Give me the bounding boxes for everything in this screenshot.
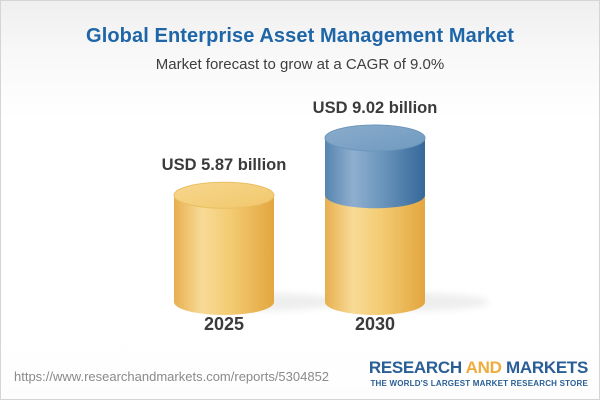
cylinder-gold-2025 [174,195,274,315]
cylinder-blue-2030 [325,138,425,209]
chart-header: Global Enterprise Asset Management Marke… [1,1,599,73]
cylinder-gold-2030 [325,195,425,315]
cylinder-top-ellipse [173,181,275,209]
report-url: https://www.researchandmarkets.com/repor… [14,369,330,384]
bar-category-label: 2025 [203,314,245,334]
chart-title: Global Enterprise Asset Management Marke… [86,25,514,47]
bar-category-label: 2030 [354,314,396,334]
logo-wordmark: RESEARCH AND MARKETS [369,359,588,376]
logo-tagline: THE WORLD'S LARGEST MARKET RESEARCH STOR… [370,379,588,388]
logo-word-and: AND [465,358,502,377]
bar-value-label: USD 5.87 billion [161,156,287,175]
cylinder-top-ellipse [324,124,426,152]
bar-value-label: USD 9.02 billion [312,99,438,117]
logo-word-research: RESEARCH [368,358,462,377]
chart-subtitle: Market forecast to grow at a CAGR of 9.0… [155,56,445,73]
logo-word-markets: MARKETS [506,358,588,377]
research-and-markets-logo: RESEARCH AND MARKETS THE WORLD'S LARGEST… [369,359,588,388]
